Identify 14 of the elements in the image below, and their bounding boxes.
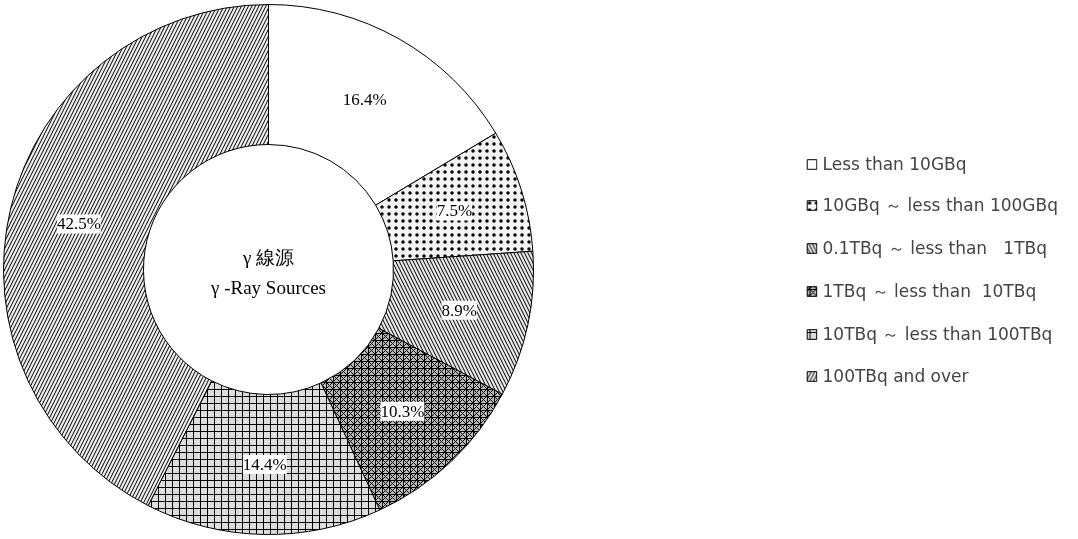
legend-label: 1TBq ～ less than 10TBq [822, 279, 1037, 303]
legend-label: Less than 10GBq [822, 153, 967, 174]
data-label: 16.4% [342, 90, 387, 110]
data-label: 7.5% [436, 201, 473, 221]
data-label: 42.5% [56, 214, 101, 234]
data-label: 8.9% [441, 300, 477, 320]
legend-label: 0.1TBq ～ less than 1TBq [822, 236, 1047, 260]
legend-label: 100TBq and over [822, 365, 969, 386]
text: γ 線源 [241, 247, 295, 268]
data-label: 10.3% [380, 401, 425, 421]
legend-label: 10GBq ～ less than 100GBq [822, 193, 1058, 217]
text: γ -Ray Sources [210, 277, 326, 298]
data-label: 14.4% [242, 454, 287, 474]
legend-label: 10TBq ～ less than 100TBq [822, 322, 1053, 346]
